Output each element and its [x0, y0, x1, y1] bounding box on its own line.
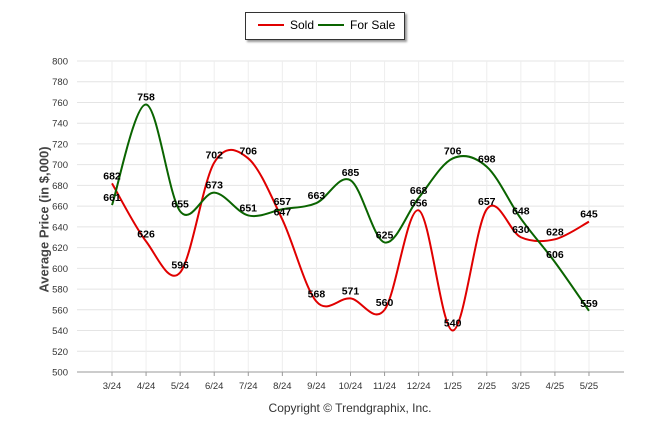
- data-label-for-sale: 668: [410, 185, 428, 197]
- x-tick-label: 2/25: [478, 381, 497, 392]
- y-tick-label: 540: [52, 326, 68, 337]
- x-tick-label: 11/24: [373, 381, 396, 392]
- series-lines: [111, 103, 590, 332]
- y-tick-label: 800: [52, 57, 68, 68]
- legend-label-sold: Sold: [290, 18, 315, 32]
- data-label-sold: 568: [308, 289, 326, 301]
- data-label-sold: 702: [205, 150, 223, 162]
- data-label-sold: 626: [137, 228, 155, 240]
- y-tick-label: 620: [52, 243, 68, 254]
- data-label-for-sale: 655: [171, 198, 189, 210]
- y-tick-label: 720: [52, 139, 68, 150]
- x-tick-label: 3/24: [103, 381, 122, 392]
- x-tick-label: 5/25: [580, 381, 599, 392]
- x-tick-label: 6/24: [205, 381, 224, 392]
- y-tick-label: 660: [52, 202, 68, 213]
- data-label-sold: 628: [546, 226, 564, 238]
- data-label-sold: 706: [240, 145, 258, 157]
- data-label-sold: 571: [342, 285, 360, 297]
- copyright-text: Copyright © Trendgraphix, Inc.: [268, 401, 432, 415]
- legend-label-for-sale: For Sale: [350, 18, 396, 32]
- x-tick-label: 10/24: [339, 381, 363, 392]
- data-label-sold: 560: [376, 297, 394, 309]
- data-label-for-sale: 559: [580, 298, 598, 310]
- y-tick-label: 580: [52, 285, 68, 296]
- legend-item-for-sale[interactable]: For Sale: [318, 18, 395, 32]
- x-tick-label: 3/25: [512, 381, 531, 392]
- y-tick-label: 520: [52, 347, 68, 358]
- data-label-for-sale: 758: [137, 92, 155, 104]
- y-tick-label: 600: [52, 264, 68, 275]
- x-tick-label: 5/24: [171, 381, 190, 392]
- data-label-for-sale: 606: [546, 249, 564, 261]
- y-tick-label: 640: [52, 222, 68, 233]
- data-label-sold: 657: [478, 196, 496, 208]
- data-label-for-sale: 673: [205, 180, 223, 192]
- data-label-for-sale: 657: [274, 196, 292, 208]
- gridlines: [77, 60, 624, 373]
- data-label-sold: 645: [580, 209, 598, 221]
- y-tick-label: 740: [52, 119, 68, 130]
- data-label-sold: 656: [410, 197, 428, 209]
- x-tick-label: 7/24: [239, 381, 258, 392]
- data-label-for-sale: 625: [376, 229, 394, 241]
- y-tick-label: 680: [52, 181, 68, 192]
- legend-item-sold[interactable]: Sold: [258, 18, 314, 32]
- data-label-for-sale: 706: [444, 145, 462, 157]
- y-tick-label: 560: [52, 305, 68, 316]
- legend-swatch-sold: [258, 23, 284, 26]
- series-line-for-sale: [111, 103, 590, 312]
- y-tick-label: 700: [52, 160, 68, 171]
- data-label-for-sale: 698: [478, 154, 496, 166]
- data-label-sold: 596: [171, 259, 189, 271]
- axes: 500 520 540 560 580 600 620 640 660 680 700 720 740 7…: [52, 57, 624, 392]
- data-label-for-sale: 685: [342, 167, 360, 179]
- y-tick-label: 500: [52, 368, 68, 379]
- legend-swatch-for-sale: [318, 23, 344, 26]
- x-tick-label: 12/24: [407, 381, 431, 392]
- data-label-for-sale: 648: [512, 206, 530, 218]
- x-tick-label: 1/25: [443, 381, 462, 392]
- data-label-sold: 647: [274, 207, 292, 219]
- x-tick-label: 8/24: [273, 381, 292, 392]
- x-tick-label: 4/24: [137, 381, 156, 392]
- data-label-sold: 540: [444, 318, 462, 330]
- y-tick-label: 780: [52, 77, 68, 88]
- legend: Sold For Sale: [245, 12, 405, 40]
- data-label-sold: 682: [103, 170, 121, 182]
- x-tick-label: 9/24: [307, 381, 326, 392]
- data-label-for-sale: 663: [308, 190, 326, 202]
- data-label-for-sale: 661: [103, 192, 121, 204]
- y-tick-label: 760: [52, 98, 68, 109]
- data-label-sold: 630: [512, 224, 530, 236]
- data-labels: 682 626 596 702 706 647 568 571 560 656 540 657 630 6…: [103, 92, 598, 330]
- x-tick-label: 4/25: [546, 381, 565, 392]
- series-line-sold: [111, 148, 590, 332]
- data-label-for-sale: 651: [240, 202, 258, 214]
- y-axis-title: Average Price (in $,000): [36, 146, 52, 293]
